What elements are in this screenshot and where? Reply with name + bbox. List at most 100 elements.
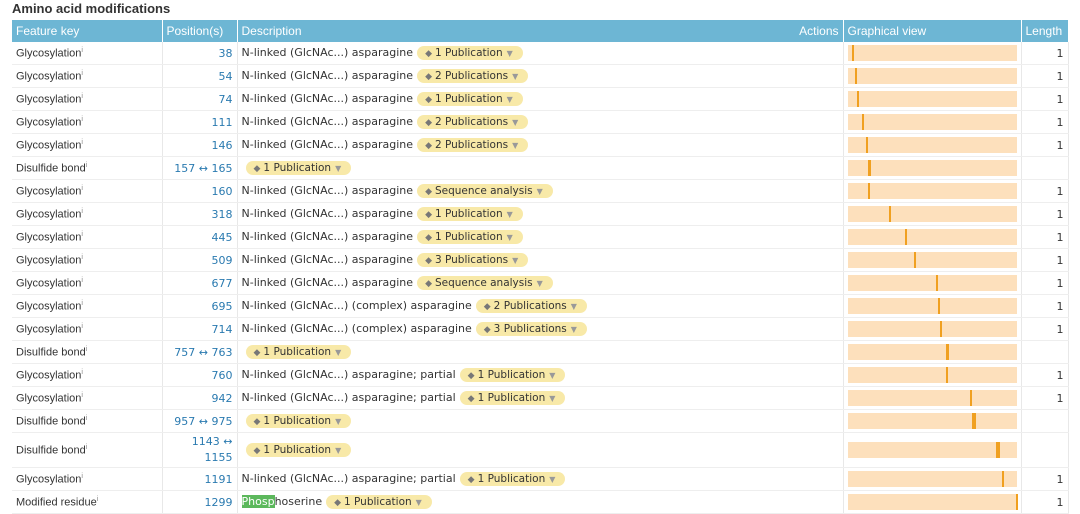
feature-track[interactable] bbox=[847, 91, 1017, 107]
feature-track[interactable] bbox=[847, 275, 1017, 291]
feature-track[interactable] bbox=[847, 442, 1017, 458]
evidence-button[interactable]: ◆ 1 Publication ▼ bbox=[417, 46, 523, 60]
info-icon[interactable]: i bbox=[81, 230, 83, 238]
evidence-button[interactable]: ◆ 1 Publication ▼ bbox=[417, 230, 523, 244]
evidence-button[interactable]: ◆ 1 Publication ▼ bbox=[245, 345, 352, 359]
evidence-button[interactable]: ◆ Sequence analysis ▼ bbox=[417, 276, 553, 290]
position-value[interactable]: 445 bbox=[211, 230, 233, 244]
position-value[interactable]: 38 bbox=[218, 46, 233, 60]
info-icon[interactable]: i bbox=[81, 322, 83, 330]
feature-track[interactable] bbox=[847, 183, 1017, 199]
info-icon[interactable]: i bbox=[81, 138, 83, 146]
evidence-button[interactable]: ◆ 2 Publications ▼ bbox=[417, 138, 529, 152]
feature-marker[interactable] bbox=[969, 390, 972, 406]
info-icon[interactable]: i bbox=[81, 184, 83, 192]
position-value[interactable]: 957 ↔ 975 bbox=[174, 414, 233, 428]
evidence-button[interactable]: ◆ 1 Publication ▼ bbox=[459, 472, 566, 486]
feature-marker[interactable] bbox=[852, 45, 855, 61]
info-icon[interactable]: i bbox=[81, 276, 83, 284]
evidence-button[interactable]: ◆ 1 Publication ▼ bbox=[459, 391, 566, 405]
feature-track[interactable] bbox=[847, 390, 1017, 406]
feature-marker[interactable] bbox=[937, 298, 940, 314]
info-icon[interactable]: i bbox=[85, 161, 88, 169]
feature-track[interactable] bbox=[847, 321, 1017, 337]
position-value[interactable]: 695 bbox=[211, 299, 233, 313]
position-value[interactable]: 74 bbox=[218, 92, 233, 106]
position-value[interactable]: 146 bbox=[211, 138, 233, 152]
info-icon[interactable]: i bbox=[81, 299, 83, 307]
feature-marker-end[interactable] bbox=[868, 160, 871, 176]
evidence-button[interactable]: ◆ 1 Publication ▼ bbox=[417, 207, 523, 221]
feature-track[interactable] bbox=[847, 298, 1017, 314]
feature-track[interactable] bbox=[847, 45, 1017, 61]
feature-marker-end[interactable] bbox=[997, 442, 1000, 458]
info-icon[interactable]: i bbox=[81, 69, 83, 77]
feature-track[interactable] bbox=[847, 413, 1017, 429]
feature-marker[interactable] bbox=[996, 442, 999, 458]
info-icon[interactable]: i bbox=[81, 368, 83, 376]
position-value[interactable]: 1143 ↔ 1155 bbox=[191, 435, 233, 464]
feature-marker-end[interactable] bbox=[974, 413, 977, 429]
feature-track[interactable] bbox=[847, 137, 1017, 153]
feature-track[interactable] bbox=[847, 160, 1017, 176]
position-value[interactable]: 509 bbox=[211, 253, 233, 267]
feature-track[interactable] bbox=[847, 471, 1017, 487]
col-length[interactable]: Length bbox=[1021, 20, 1069, 42]
feature-track[interactable] bbox=[847, 494, 1019, 510]
feature-marker[interactable] bbox=[935, 275, 938, 291]
info-icon[interactable]: i bbox=[81, 92, 83, 100]
feature-marker[interactable] bbox=[857, 91, 860, 107]
position-value[interactable]: 160 bbox=[211, 184, 233, 198]
feature-marker[interactable] bbox=[854, 68, 857, 84]
evidence-button[interactable]: ◆ 1 Publication ▼ bbox=[245, 443, 352, 457]
position-value[interactable]: 111 bbox=[211, 115, 233, 129]
evidence-button[interactable]: ◆ 1 Publication ▼ bbox=[459, 368, 566, 382]
position-value[interactable]: 760 bbox=[211, 368, 233, 382]
evidence-button[interactable]: ◆ 1 Publication ▼ bbox=[417, 92, 523, 106]
feature-marker[interactable] bbox=[971, 413, 974, 429]
feature-track[interactable] bbox=[847, 344, 1017, 360]
feature-marker[interactable] bbox=[913, 252, 916, 268]
info-icon[interactable]: i bbox=[85, 443, 88, 451]
feature-marker[interactable] bbox=[905, 229, 908, 245]
info-icon[interactable]: i bbox=[81, 115, 83, 123]
position-value[interactable]: 714 bbox=[211, 322, 233, 336]
position-value[interactable]: 757 ↔ 763 bbox=[174, 345, 233, 359]
position-value[interactable]: 942 bbox=[211, 391, 233, 405]
feature-marker[interactable] bbox=[866, 137, 869, 153]
evidence-button[interactable]: ◆ 2 Publications ▼ bbox=[417, 115, 529, 129]
info-icon[interactable]: i bbox=[96, 495, 99, 503]
evidence-button[interactable]: ◆ Sequence analysis ▼ bbox=[417, 184, 553, 198]
info-icon[interactable]: i bbox=[81, 391, 83, 399]
feature-track[interactable] bbox=[847, 229, 1017, 245]
info-icon[interactable]: i bbox=[81, 472, 83, 480]
evidence-button[interactable]: ◆ 2 Publications ▼ bbox=[417, 69, 529, 83]
feature-marker[interactable] bbox=[867, 160, 870, 176]
feature-marker[interactable] bbox=[1002, 471, 1005, 487]
evidence-button[interactable]: ◆ 3 Publications ▼ bbox=[475, 322, 587, 336]
feature-track[interactable] bbox=[847, 367, 1017, 383]
info-icon[interactable]: i bbox=[85, 414, 88, 422]
evidence-button[interactable]: ◆ 1 Publication ▼ bbox=[245, 414, 352, 428]
feature-marker[interactable] bbox=[946, 367, 949, 383]
feature-track[interactable] bbox=[847, 68, 1017, 84]
evidence-button[interactable]: ◆ 1 Publication ▼ bbox=[326, 495, 432, 509]
evidence-button[interactable]: ◆ 3 Publications ▼ bbox=[417, 253, 529, 267]
info-icon[interactable]: i bbox=[81, 46, 83, 54]
evidence-button[interactable]: ◆ 1 Publication ▼ bbox=[245, 161, 352, 175]
feature-track[interactable] bbox=[847, 206, 1017, 222]
feature-marker-end[interactable] bbox=[946, 344, 949, 360]
info-icon[interactable]: i bbox=[81, 207, 83, 215]
feature-marker[interactable] bbox=[868, 183, 871, 199]
col-positions[interactable]: Position(s) bbox=[162, 20, 238, 42]
position-value[interactable]: 157 ↔ 165 bbox=[174, 161, 233, 175]
feature-marker[interactable] bbox=[1016, 494, 1019, 510]
feature-track[interactable] bbox=[847, 114, 1017, 130]
feature-marker[interactable] bbox=[861, 114, 864, 130]
feature-marker[interactable] bbox=[888, 206, 891, 222]
position-value[interactable]: 54 bbox=[218, 69, 233, 83]
position-value[interactable]: 677 bbox=[211, 276, 233, 290]
feature-marker[interactable] bbox=[940, 321, 943, 337]
info-icon[interactable]: i bbox=[81, 253, 83, 261]
position-value[interactable]: 1299 bbox=[204, 495, 233, 509]
